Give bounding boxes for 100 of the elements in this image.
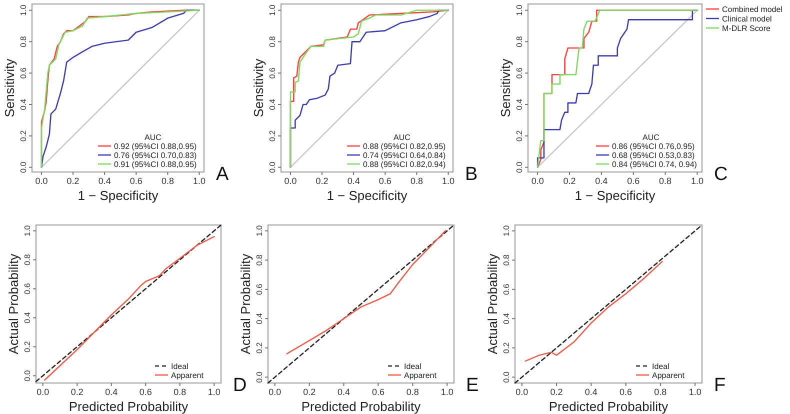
- x-axis-title: Predicted Probability: [548, 399, 669, 414]
- y-tick-label: 1.0: [19, 4, 28, 16]
- x-tick-label: 0.6: [372, 387, 384, 397]
- x-tick-label: 0.2: [70, 387, 84, 397]
- x-axis-title: 1 − Specificity: [574, 188, 656, 203]
- x-tick-label: 1.0: [690, 176, 704, 186]
- x-tick-label: 1.0: [440, 387, 454, 397]
- legend-label: Apparent: [404, 371, 438, 380]
- legend-label: Ideal: [171, 362, 189, 371]
- legend-label: 0.92 (95%CI 0.88,0.95): [114, 142, 198, 151]
- x-axis-title: Predicted Probability: [301, 399, 422, 414]
- legend-title: AUC: [144, 133, 162, 142]
- legend-label: M-DLR Score: [722, 24, 772, 33]
- text: D: [233, 375, 247, 396]
- annotation: 0.68 (95%CI 0.53,0.83): [612, 151, 696, 160]
- y-tick-label: 0.4: [23, 312, 32, 324]
- x-axis-title: 1 − Specificity: [326, 188, 408, 203]
- y-axis-title: Sensitivity: [2, 58, 17, 118]
- y-tick-label: 1.0: [268, 4, 277, 16]
- y-tick-label: 0.0: [268, 161, 277, 173]
- x-tick-label: 0.0: [35, 176, 48, 186]
- x-tick-label: 0.8: [161, 176, 174, 186]
- legend-label: Apparent: [171, 371, 204, 380]
- legend-label: Clinical model: [722, 14, 772, 24]
- y-tick-label: 0.0: [19, 161, 28, 173]
- y-tick-label: 0.8: [268, 36, 277, 48]
- x-axis-title: Predicted Probability: [68, 399, 189, 414]
- x-tick-label: 0.8: [654, 387, 667, 397]
- text: C: [714, 164, 728, 185]
- text: F: [714, 375, 726, 396]
- y-tick-label: 0.6: [515, 66, 524, 79]
- x-tick-label: 0.0: [531, 176, 544, 186]
- x-tick-label: 1.0: [193, 176, 206, 186]
- x-tick-label: 0.2: [303, 387, 316, 397]
- y-tick-label: 0.2: [23, 340, 32, 352]
- legend-label: Ideal: [652, 362, 670, 371]
- y-tick-label: 0.4: [255, 312, 264, 324]
- y-axis-title: Sensitivity: [498, 58, 513, 118]
- y-tick-label: 0.8: [255, 254, 264, 266]
- y-axis-title: Actual Probability: [6, 253, 21, 354]
- x-tick-label: 0.4: [595, 176, 608, 186]
- x-tick-label: 0.2: [316, 176, 328, 186]
- text: E: [466, 375, 479, 396]
- y-tick-label: 0.8: [19, 36, 28, 48]
- y-tick-label: 0.0: [515, 161, 524, 173]
- y-axis-title: Actual Probability: [238, 253, 253, 354]
- y-tick-label: 0.4: [19, 98, 28, 110]
- legend-title: AUC: [394, 133, 411, 142]
- x-tick-label: 1.0: [442, 176, 455, 186]
- x-tick-label: 0.2: [66, 176, 80, 186]
- y-tick-label: 1.0: [515, 4, 524, 16]
- x-tick-label: 1.0: [688, 387, 702, 397]
- x-tick-label: 0.4: [105, 387, 118, 397]
- annotation: 0.86 (95%CI 0.76,0.95): [612, 142, 696, 151]
- x-tick-label: 0.0: [36, 387, 50, 397]
- y-tick-label: 0.4: [268, 98, 277, 110]
- y-tick-label: 0.2: [502, 342, 511, 354]
- x-axis-title: 1 − Specificity: [78, 188, 159, 203]
- x-tick-label: 0.6: [378, 176, 392, 186]
- text: A: [216, 164, 229, 185]
- x-tick-label: 0.8: [659, 176, 672, 186]
- x-tick-label: 0.8: [174, 387, 186, 397]
- x-tick-label: 0.4: [338, 387, 350, 397]
- x-tick-label: 0.2: [550, 387, 563, 397]
- x-tick-label: 0.2: [563, 176, 576, 186]
- y-tick-label: 0.6: [255, 283, 264, 295]
- legend-label: 0.91 (95%CI 0.88,0.95): [114, 160, 198, 169]
- y-tick-label: 0.8: [23, 254, 32, 266]
- text: B: [465, 164, 478, 185]
- legend-label: 0.88 (95%CI 0.82,0.94): [363, 160, 446, 169]
- y-axis-title: Actual Probability: [485, 253, 500, 354]
- y-tick-label: 0.6: [23, 282, 32, 294]
- x-tick-label: 0.4: [98, 176, 111, 186]
- y-tick-label: 1.0: [502, 224, 511, 236]
- y-tick-label: 0.0: [255, 371, 264, 383]
- y-tick-label: 0.2: [268, 130, 277, 142]
- y-tick-label: 0.8: [502, 254, 511, 266]
- y-tick-label: 0.6: [19, 66, 28, 79]
- y-tick-label: 0.2: [515, 130, 524, 142]
- x-tick-label: 0.6: [139, 387, 152, 397]
- x-tick-label: 0.8: [410, 176, 423, 186]
- y-tick-label: 0.4: [515, 98, 524, 110]
- legend-label: Combined model: [722, 5, 783, 14]
- legend-label: 0.88 (95%CI 0.82,0.95): [363, 142, 446, 151]
- y-axis-title: Sensitivity: [251, 58, 266, 118]
- annotation: AUC: [642, 133, 660, 142]
- y-tick-label: 0.6: [268, 66, 277, 79]
- x-tick-label: 0.0: [284, 176, 297, 186]
- x-tick-label: 0.4: [347, 176, 360, 186]
- y-tick-label: 0.2: [19, 130, 28, 142]
- y-tick-label: 1.0: [23, 224, 32, 236]
- y-tick-label: 0.4: [502, 312, 511, 324]
- x-tick-label: 0.6: [627, 176, 640, 186]
- y-tick-label: 0.2: [255, 342, 264, 354]
- x-tick-label: 0.6: [130, 176, 142, 186]
- legend-label: Apparent: [652, 371, 686, 380]
- y-tick-label: 0.0: [23, 370, 32, 382]
- y-tick-label: 0.8: [515, 36, 524, 48]
- legend-label: 0.74 (95%CI 0.64,0.84): [363, 151, 446, 160]
- y-tick-label: 0.6: [502, 283, 511, 295]
